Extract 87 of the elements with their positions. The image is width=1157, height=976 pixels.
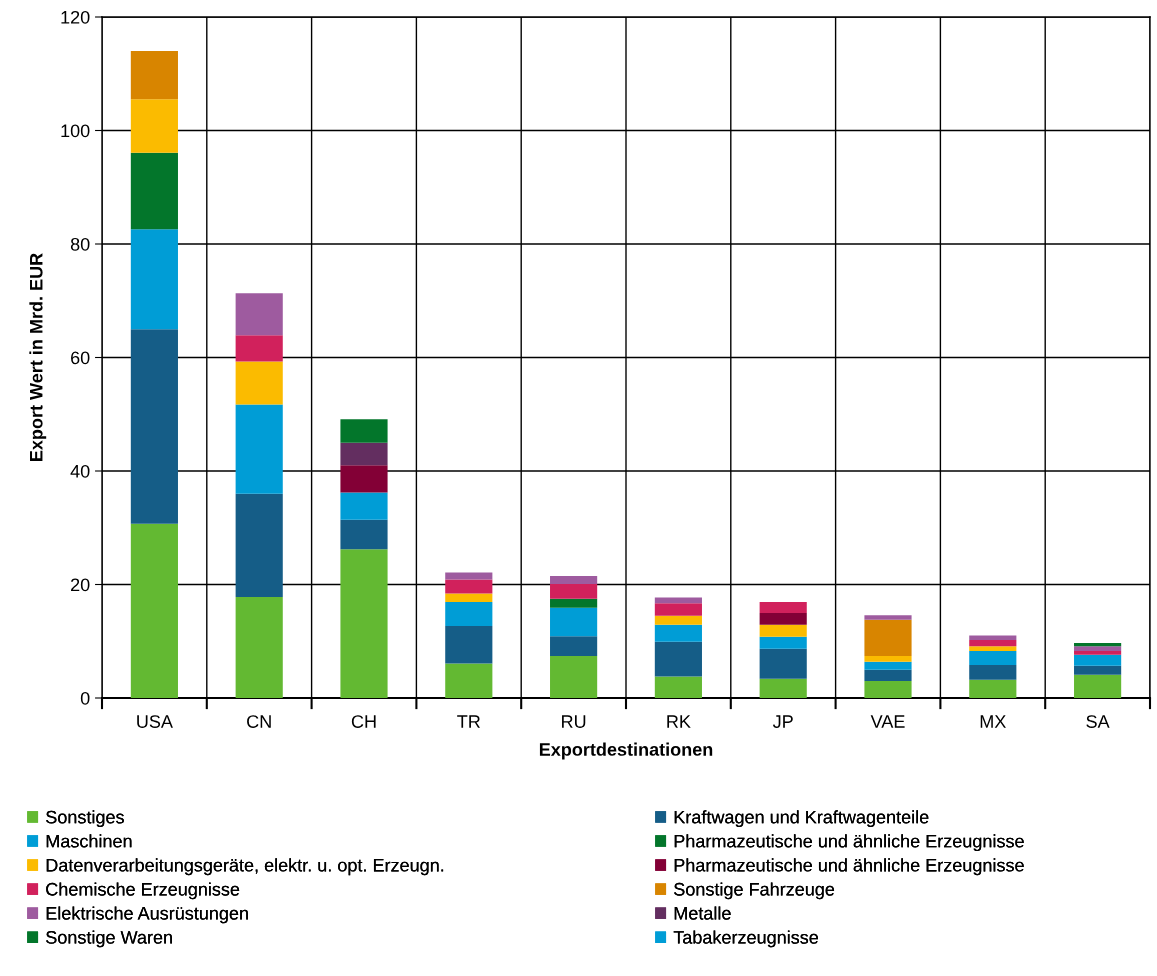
bar — [759, 636, 807, 649]
bar — [130, 152, 178, 230]
bar — [130, 51, 178, 100]
bar — [445, 602, 493, 626]
bar — [130, 99, 178, 153]
bar — [445, 579, 493, 594]
legend-label: Sonstige Waren — [46, 930, 172, 948]
bar — [235, 293, 283, 336]
bar — [340, 465, 388, 493]
bar — [550, 575, 598, 584]
legend-label: Kraftwagen und Kraftwagenteile — [674, 810, 929, 828]
bar — [130, 329, 178, 524]
bar — [759, 648, 807, 679]
x-tick-label: RU — [562, 715, 586, 728]
legend-label: Pharmazeutische und ähnliche Erzeugnisse — [674, 858, 1024, 876]
x-tick-label: VAE — [870, 715, 905, 728]
bar — [864, 661, 912, 670]
bar — [550, 598, 598, 608]
x-axis-title: Exportdestinationen — [539, 742, 713, 760]
bar — [340, 442, 388, 466]
bar — [969, 646, 1017, 651]
bar — [445, 663, 493, 698]
legend-label: Pharmazeutische und ähnliche Erzeugnisse — [674, 834, 1024, 852]
bar — [340, 419, 388, 443]
bar — [969, 640, 1017, 647]
x-tick-label: CN — [247, 715, 271, 728]
bar — [969, 665, 1017, 680]
bar — [1074, 654, 1122, 666]
bar — [864, 619, 912, 657]
legend-label: Maschinen — [46, 834, 132, 848]
bar — [130, 229, 178, 330]
y-tick-label: 0 — [80, 691, 90, 705]
bar — [1074, 665, 1122, 675]
bar — [340, 492, 388, 520]
x-tick-label: SA — [1086, 715, 1110, 728]
bar — [654, 676, 702, 698]
bar — [969, 650, 1017, 666]
bar — [550, 607, 598, 637]
bar — [550, 583, 598, 599]
bar — [235, 361, 283, 405]
bar — [654, 603, 702, 616]
bar — [759, 612, 807, 625]
y-axis-title: Export Wert in Mrd. EUR — [29, 253, 47, 461]
legend-label: Tabakerzeugnisse — [673, 930, 819, 948]
y-tick-label: 20 — [71, 578, 90, 592]
bar — [864, 615, 912, 620]
legend-label: Sonstiges — [46, 810, 124, 828]
bar — [864, 669, 912, 681]
bar — [654, 615, 702, 625]
bar — [235, 335, 283, 362]
x-tick-label: USA — [137, 715, 173, 728]
bar — [759, 678, 807, 698]
bar — [340, 549, 388, 698]
x-tick-label: JP — [772, 715, 793, 728]
bar — [235, 596, 283, 698]
bar — [759, 624, 807, 637]
y-tick-label: 80 — [70, 237, 90, 251]
bar — [445, 593, 493, 603]
x-tick-label: CH — [351, 715, 376, 728]
bar — [340, 519, 388, 550]
x-tick-label: MX — [980, 715, 1006, 728]
bar — [864, 680, 912, 698]
bar — [969, 679, 1017, 698]
bar — [1074, 646, 1122, 651]
bar — [1074, 650, 1122, 655]
bar — [235, 404, 283, 494]
y-tick-label: 120 — [61, 10, 90, 24]
legend-label: Chemische Erzeugnisse — [46, 882, 240, 900]
y-tick-label: 100 — [61, 124, 90, 138]
bar — [1074, 674, 1122, 698]
x-tick-label: TR — [457, 715, 480, 728]
bar — [235, 493, 283, 597]
bar — [654, 624, 702, 642]
bar — [445, 625, 493, 664]
legend-label: Elektrische Ausrüstungen — [46, 906, 248, 924]
bar — [654, 641, 702, 677]
bar — [550, 656, 598, 698]
y-tick-label: 60 — [71, 351, 90, 365]
bar — [550, 636, 598, 657]
x-tick-label: RK — [667, 715, 691, 728]
bar — [864, 656, 912, 662]
legend-label: Datenverarbeitungsgeräte, elektr. u. opt. Erzeugn. — [46, 858, 444, 876]
legend-label: Sonstige Fahrzeuge — [674, 882, 835, 900]
bar — [130, 523, 178, 698]
legend-label: Metalle — [674, 906, 731, 920]
bar — [759, 602, 807, 613]
y-tick-label: 40 — [70, 464, 90, 478]
